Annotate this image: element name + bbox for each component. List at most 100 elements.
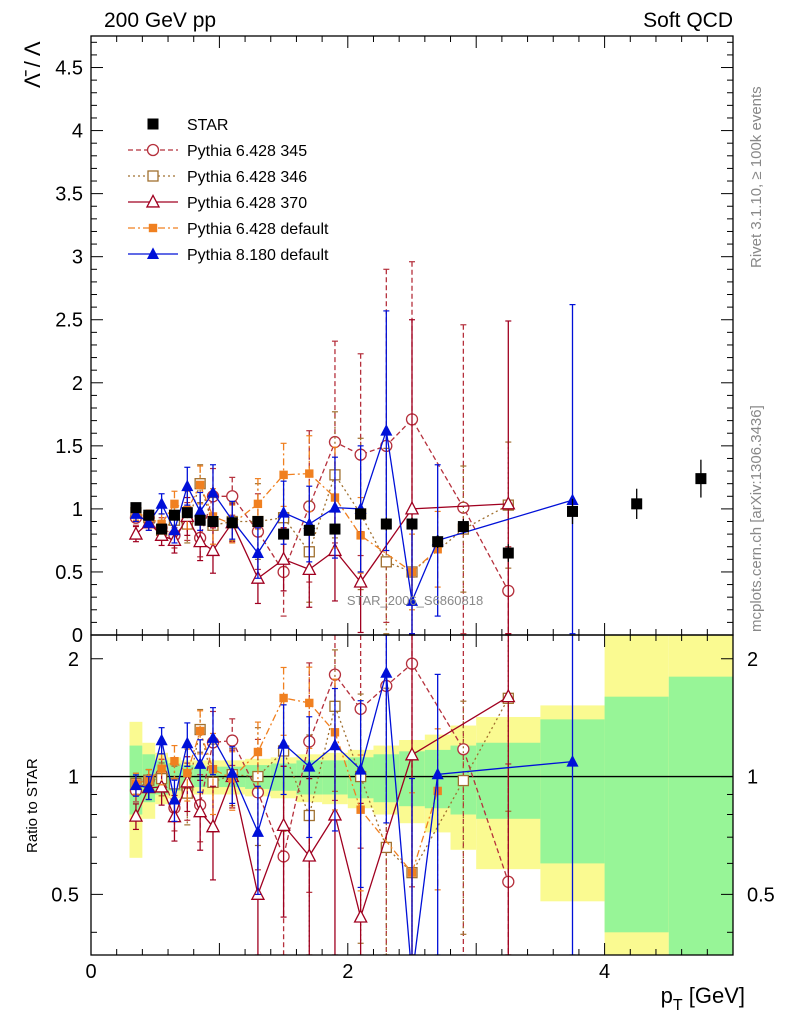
marker-square: [305, 698, 314, 708]
star-point: [432, 536, 444, 548]
xtick-label: 0: [85, 961, 96, 983]
star-point: [156, 523, 168, 535]
marker-square: [253, 747, 263, 757]
band-inner: [604, 696, 669, 933]
legend-entry: Pythia 6.428 346: [128, 169, 307, 186]
x-axis-label-p: p: [661, 983, 673, 1008]
marker-circle: [457, 743, 470, 756]
marker-triangle: [501, 495, 516, 510]
ratio-uncertainty-bands: [129, 635, 733, 955]
star-point: [457, 521, 469, 533]
marker-circle: [226, 490, 239, 503]
main-ytick-label: 1: [72, 499, 83, 521]
star-point: [143, 509, 155, 521]
band-inner: [668, 676, 733, 955]
marker-square: [170, 499, 179, 509]
star-point: [329, 523, 341, 535]
star-point: [252, 516, 264, 528]
legend-entry: STAR: [147, 117, 228, 134]
marker-triangle: [206, 731, 220, 743]
marker-triangle: [226, 766, 239, 778]
ratio-ytick-label: 0.5: [51, 884, 79, 906]
main-ytick-label: 1.5: [55, 436, 83, 458]
star-point: [695, 473, 707, 485]
ratio-y-axis-label: Ratio to STAR: [24, 758, 41, 853]
rivet-version-label: Rivet 3.1.10, ≥ 100k events: [748, 86, 765, 268]
xtick-label: 4: [599, 961, 610, 983]
marker-triangle: [129, 778, 142, 791]
marker-triangle: [404, 746, 420, 761]
marker-square: [279, 693, 288, 703]
legend-label: Pythia 6.428 346: [187, 169, 307, 186]
marker-square: [305, 469, 314, 478]
legend-label: STAR: [187, 117, 228, 134]
marker-triangle: [181, 479, 194, 492]
marker-triangle: [276, 817, 291, 832]
legend-entry: Pythia 6.428 370: [128, 193, 307, 212]
marker-square: [170, 756, 179, 766]
marker-square: [157, 764, 166, 773]
marker-triangle: [155, 497, 168, 509]
marker-square: [147, 170, 159, 182]
star-point: [631, 498, 643, 510]
main-ytick-label: 3.5: [55, 184, 83, 206]
marker-square: [253, 499, 263, 509]
star-point: [502, 547, 514, 559]
marker-triangle: [354, 763, 367, 775]
marker-triangle: [168, 792, 181, 805]
legend-label: Pythia 6.428 345: [187, 143, 307, 160]
main-ytick-label: 2: [72, 373, 83, 395]
star-point: [207, 516, 219, 528]
ratio-plot: [91, 635, 733, 955]
star-point: [355, 508, 367, 520]
header-right: Soft QCD: [643, 9, 733, 32]
legend-entry: Pythia 6.428 default: [128, 221, 329, 238]
main-plot: [128, 261, 707, 635]
marker-triangle: [328, 501, 342, 513]
legend-entry: Pythia 6.428 345: [128, 143, 307, 160]
marker-triangle: [431, 767, 444, 780]
legend-label: Pythia 8.180 default: [187, 247, 329, 264]
ratio-ytick-label-right: 1: [747, 767, 758, 789]
legend-marker-star: [147, 118, 159, 130]
marker-triangle: [251, 546, 264, 558]
x-axis-label-unit: [GeV]: [683, 983, 745, 1008]
marker-triangle: [168, 523, 181, 536]
marker-triangle: [145, 193, 161, 208]
x-axis-label-sub: T: [673, 997, 683, 1014]
marker-triangle: [302, 561, 317, 576]
x-axis-label: pT [GeV]: [661, 983, 745, 1014]
main-y-axis-label: Λ̄ / Λ: [20, 41, 45, 88]
marker-triangle: [277, 506, 290, 518]
marker-triangle: [193, 803, 208, 818]
marker-triangle: [303, 760, 316, 772]
marker-square: [457, 774, 470, 787]
marker-square: [380, 556, 392, 568]
marker-triangle: [501, 688, 516, 703]
star-point: [380, 518, 392, 530]
ratio-frame: [90, 634, 734, 956]
marker-triangle: [328, 738, 342, 751]
series-pythia-8-180-default: [129, 635, 579, 955]
marker-triangle: [128, 808, 144, 822]
star-point: [130, 502, 142, 514]
main-ytick-label: 4.5: [55, 58, 83, 80]
analysis-watermark: STAR_2006_S6860818: [347, 593, 483, 608]
marker-triangle: [206, 485, 220, 498]
legend: STAR Pythia 6.428 345 Pythia 6.428 346 Pyth…: [128, 117, 329, 264]
marker-triangle: [277, 737, 290, 749]
mcplots-source-label: mcplots.cern.ch [arXiv:1306.3436]: [748, 405, 765, 632]
marker-triangle: [405, 594, 419, 606]
marker-triangle: [302, 848, 317, 862]
marker-triangle: [193, 533, 208, 548]
marker-triangle: [404, 500, 420, 515]
xtick-label: 2: [342, 961, 353, 983]
main-ytick-label: 2.5: [55, 310, 83, 332]
series-pythia-6-428-345: [129, 261, 515, 635]
marker-triangle: [155, 733, 168, 746]
main-ytick-label: 0.5: [55, 562, 83, 584]
star-point: [181, 507, 193, 519]
header-left: 200 GeV pp: [104, 9, 216, 32]
marker-square: [148, 223, 158, 233]
star-point: [567, 505, 578, 517]
